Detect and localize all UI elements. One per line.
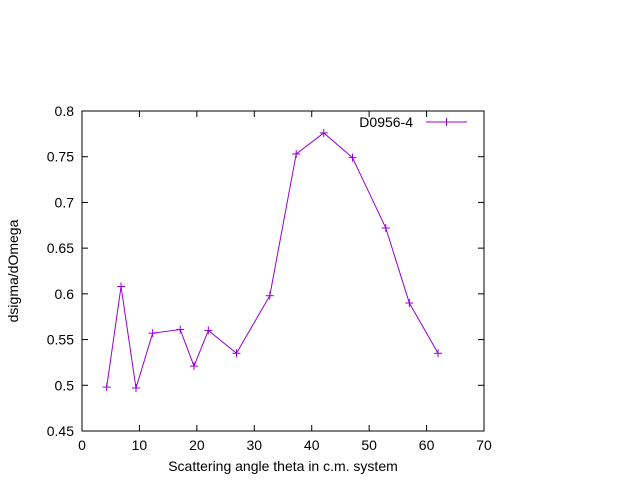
data-point-marker (148, 329, 157, 338)
data-point-marker (176, 325, 185, 334)
y-tick-label: 0.6 (55, 286, 75, 302)
data-point-marker (204, 326, 213, 335)
y-tick-label: 0.55 (47, 332, 74, 348)
y-tick-label: 0.5 (55, 377, 75, 393)
legend: D0956-4 (359, 114, 467, 130)
y-tick-label: 0.8 (55, 103, 75, 119)
plot-frame (81, 110, 485, 432)
legend-entry-label: D0956-4 (359, 114, 413, 130)
data-point-marker (348, 153, 357, 162)
x-tick-label: 0 (78, 437, 86, 453)
data-point-marker (381, 224, 390, 233)
data-point-marker (102, 383, 111, 392)
data-point-marker (232, 349, 241, 358)
data-point-marker (292, 149, 301, 158)
x-tick-label: 50 (361, 437, 377, 453)
x-tick-label: 30 (246, 437, 262, 453)
data-point-marker (405, 299, 414, 307)
x-tick-label: 40 (304, 437, 320, 453)
x-tick-label: 60 (419, 437, 435, 453)
x-tick-label: 20 (189, 437, 205, 453)
data-point-marker (434, 349, 443, 358)
y-tick-label: 0.7 (55, 194, 75, 210)
labels-layer: Scattering angle theta in c.m. system ds… (5, 219, 398, 474)
y-tick-label: 0.45 (47, 423, 74, 439)
ticks-layer: 0 10 20 30 40 50 60 70 0.45 0.5 0.55 0.6 0.65 0.7 0.75… (47, 103, 492, 453)
data-point-marker (319, 128, 328, 137)
x-tick-label: 10 (132, 437, 148, 453)
x-axis-label: Scattering angle theta in c.m. system (168, 458, 398, 474)
y-axis-label: dsigma/dOmega (5, 219, 21, 322)
y-tick-label: 0.65 (47, 240, 74, 256)
data-point-marker (189, 362, 198, 371)
data-point-marker (131, 384, 140, 393)
x-tick-label: 70 (476, 437, 492, 453)
series-layer (102, 128, 443, 393)
data-point-marker (265, 291, 274, 300)
data-point-marker (117, 282, 126, 291)
y-tick-label: 0.75 (47, 149, 74, 165)
